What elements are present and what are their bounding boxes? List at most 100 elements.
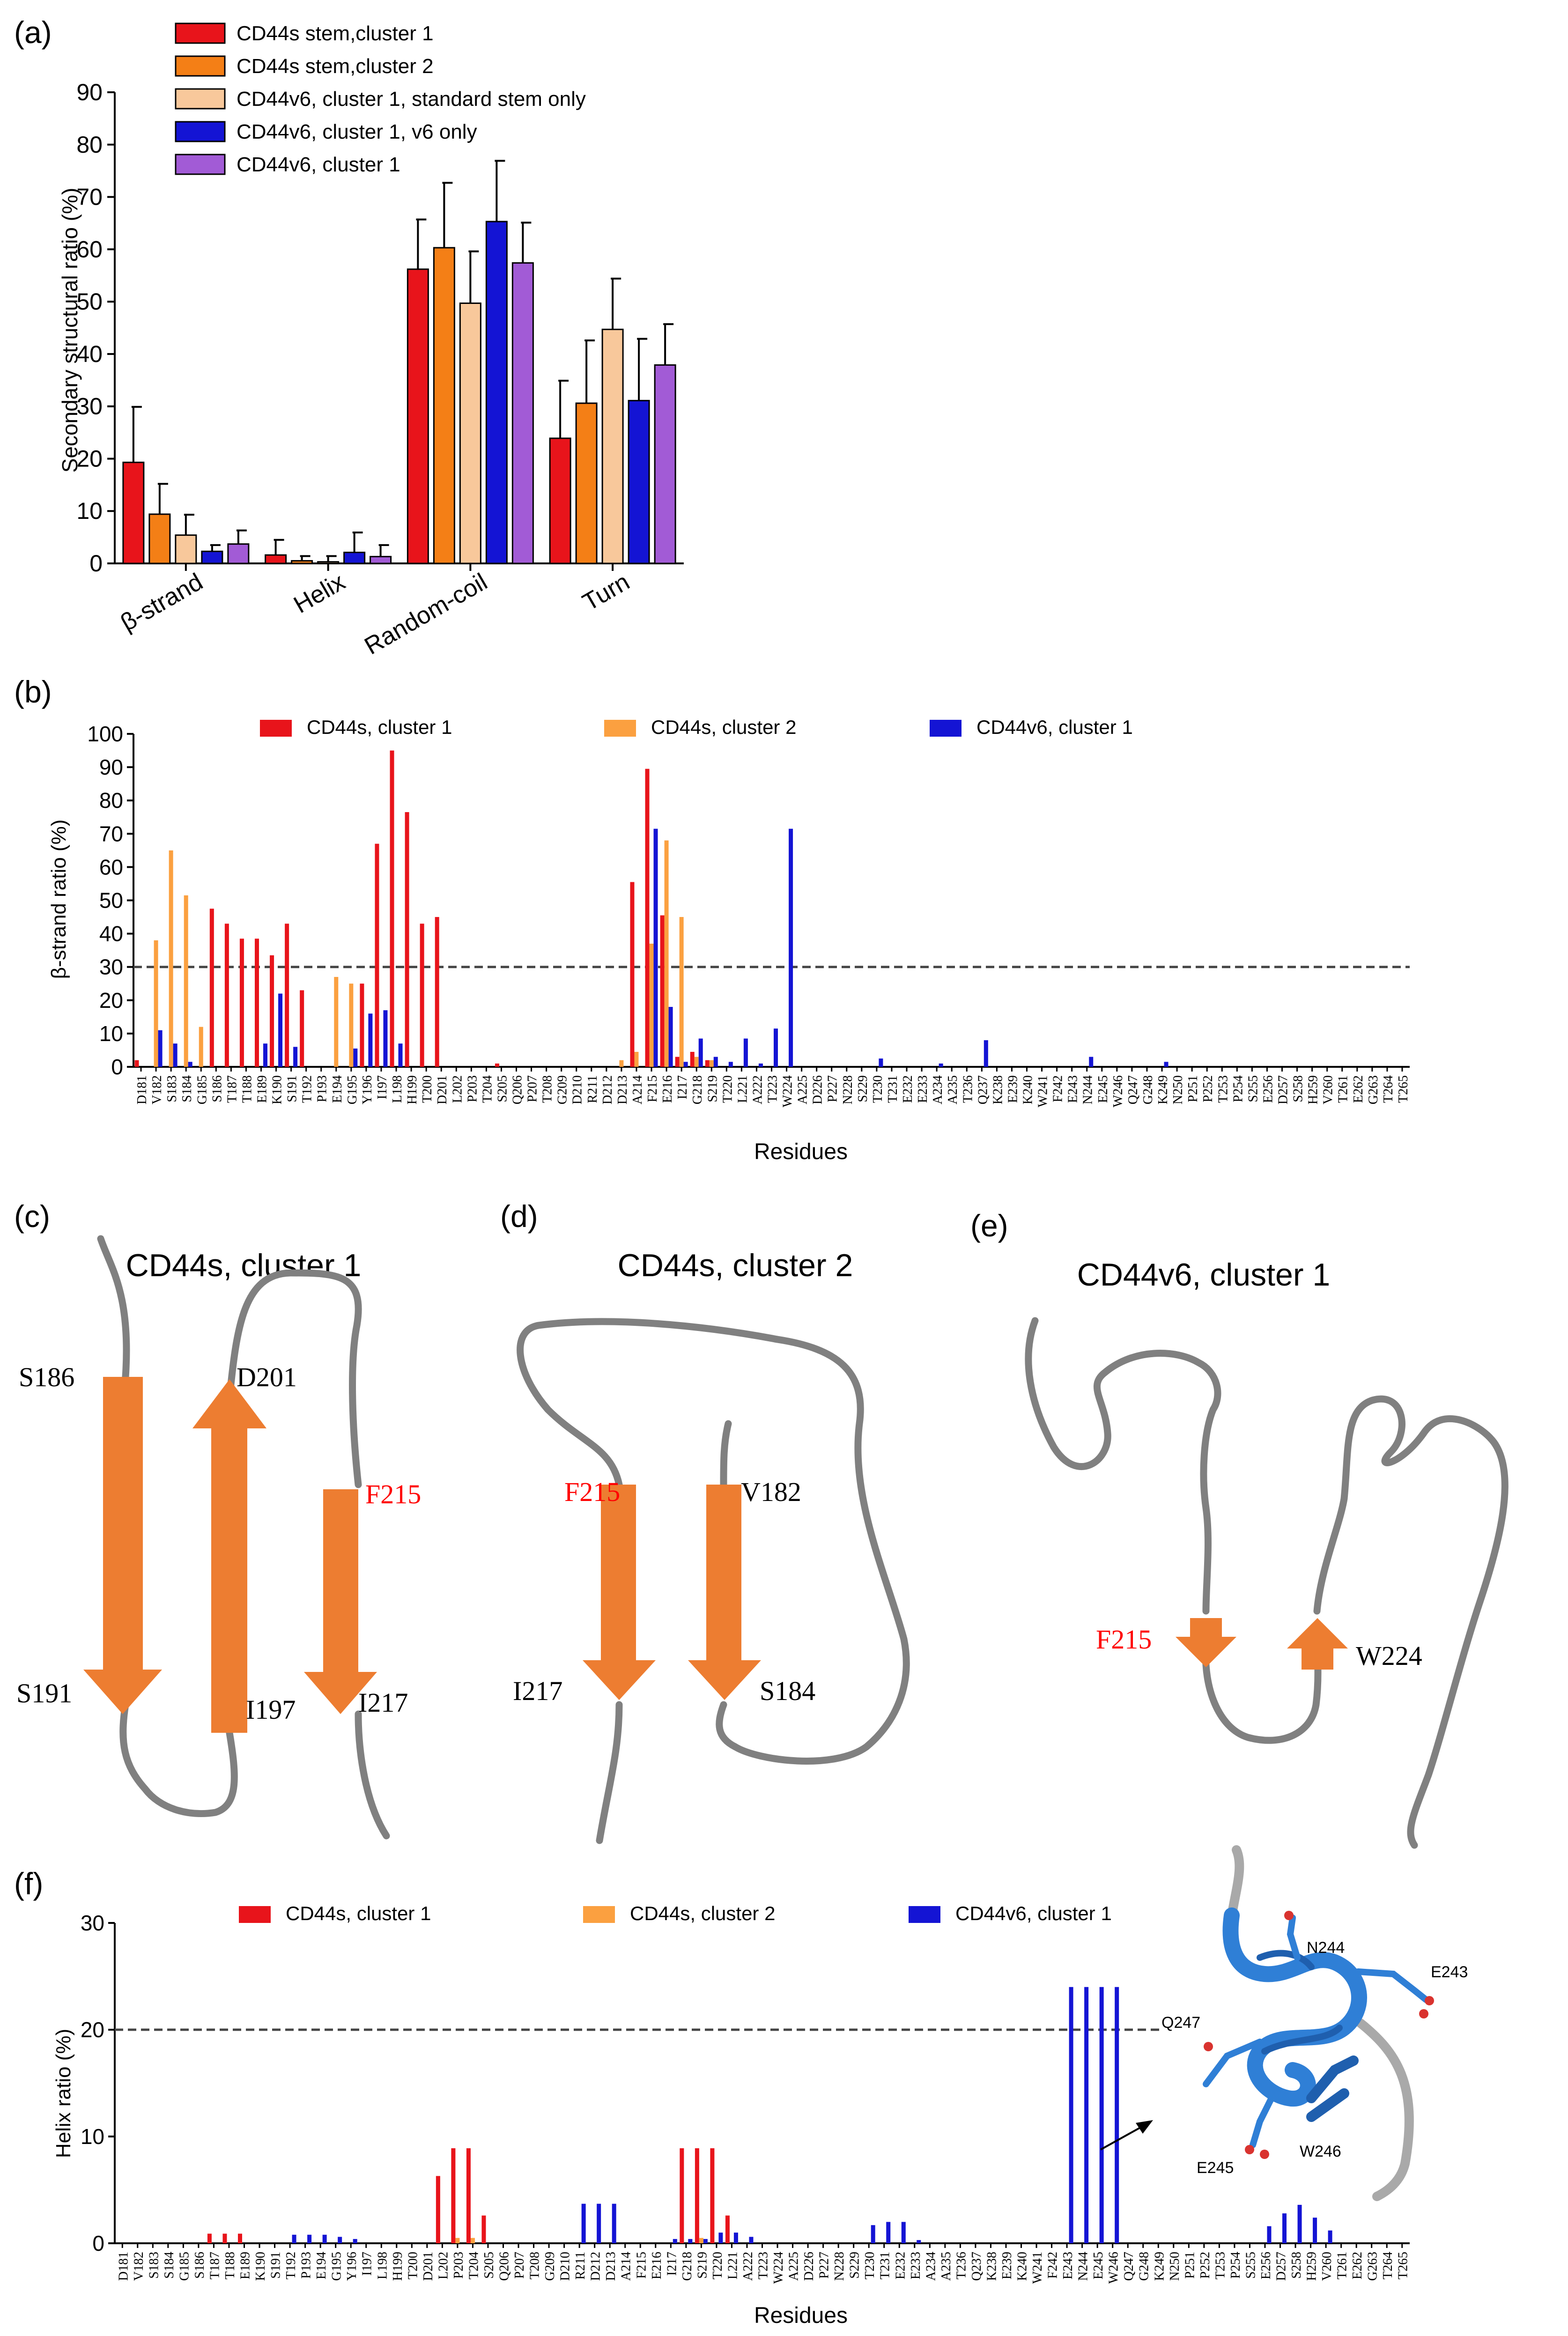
panel-d-label-s184: S184 bbox=[760, 1676, 815, 1706]
x-tick-label-t220: T220 bbox=[720, 1075, 735, 1103]
panel-c-label-s186: S186 bbox=[19, 1362, 74, 1392]
bar-i217-cd44v6-cluster-1 bbox=[673, 2239, 677, 2243]
structure-sidechain-n244 bbox=[1287, 1915, 1301, 1961]
y-tick-label: 50 bbox=[99, 888, 123, 913]
x-tick-label-n228: N228 bbox=[841, 1075, 855, 1104]
x-tick-label-v182: V182 bbox=[150, 1075, 164, 1104]
bar-l221-cd44s-cluster-1 bbox=[725, 2215, 730, 2243]
x-tick-label-d210: D210 bbox=[570, 1075, 585, 1104]
bar-s183-cd44s-cluster-2 bbox=[169, 850, 173, 1067]
bar-s219-cd44v6-cluster-1 bbox=[713, 1057, 718, 1067]
bar-a214-cd44s-cluster-1 bbox=[630, 882, 635, 1067]
bar-t231-cd44v6-cluster-1 bbox=[886, 2222, 891, 2243]
x-tick-label-a235: A235 bbox=[946, 1075, 960, 1104]
bar-k190-cd44v6-cluster-1 bbox=[278, 993, 283, 1067]
x-tick-label-p227: P227 bbox=[817, 2252, 832, 2279]
x-tick-label-t265: T265 bbox=[1396, 1075, 1411, 1103]
x-tick-label-t231: T231 bbox=[878, 2252, 893, 2279]
bar-random-coil-cd44v6-cluster-1-standard-stem-only bbox=[459, 302, 481, 564]
x-tick-label-v182: V182 bbox=[132, 2252, 146, 2281]
x-tick-label-g263: G263 bbox=[1366, 2252, 1380, 2281]
x-tick-label-n244: N244 bbox=[1076, 2252, 1091, 2281]
bar-i197-cd44s-cluster-1 bbox=[375, 843, 379, 1067]
panel-a-bars bbox=[122, 160, 676, 564]
panel-d-label-i217: I217 bbox=[513, 1676, 562, 1706]
structure-oxygen-atom bbox=[1284, 1911, 1294, 1920]
bar-k190-cd44s-cluster-1 bbox=[270, 955, 274, 1067]
x-tick-label-d201: D201 bbox=[435, 1075, 450, 1104]
legend-swatch-cd44s-cluster-2 bbox=[583, 1906, 615, 1923]
x-tick-label-s258: S258 bbox=[1289, 2252, 1304, 2279]
y-tick-label: 20 bbox=[81, 2018, 104, 2042]
x-tick-label-t204: T204 bbox=[466, 2252, 481, 2279]
x-tick-label-p252: P252 bbox=[1201, 1075, 1215, 1102]
x-tick-label-t200: T200 bbox=[406, 2252, 420, 2279]
x-tick-label-t208: T208 bbox=[540, 1075, 555, 1103]
x-tick-label-d226: D226 bbox=[802, 2252, 816, 2281]
y-tick-label: 30 bbox=[76, 393, 103, 420]
structure-oxygen-atom bbox=[1419, 2009, 1428, 2018]
bar-d201-cd44s-cluster-1 bbox=[435, 917, 439, 1067]
bar-d257-cd44v6-cluster-1 bbox=[1282, 2213, 1287, 2243]
panel-c-coil-bottom-right bbox=[355, 1710, 390, 1840]
y-tick-label: 20 bbox=[99, 988, 123, 1013]
bar-e189-cd44v6-cluster-1 bbox=[263, 1043, 267, 1067]
x-tick-label-e245: E245 bbox=[1091, 2252, 1106, 2279]
bar-e216-cd44v6-cluster-1 bbox=[668, 1007, 673, 1067]
panel-b-legend: CD44s, cluster 1 CD44s, cluster 2 CD44v6, … bbox=[260, 716, 1133, 738]
x-tick-label-d213: D213 bbox=[615, 1075, 630, 1104]
bar-helix-cd44s-stem-cluster-2 bbox=[291, 560, 313, 564]
x-tick-label-p254: P254 bbox=[1228, 2252, 1243, 2279]
bar-p203-cd44s-cluster-1 bbox=[451, 2148, 456, 2243]
x-tick-label-t220: T220 bbox=[710, 2252, 725, 2279]
x-tick-label-q206: Q206 bbox=[497, 2252, 512, 2281]
legend-swatch-cd44s-cluster-2 bbox=[604, 720, 636, 737]
bar-p203-cd44s-cluster-2 bbox=[455, 2238, 460, 2243]
panel-c-coil-bottom-left bbox=[119, 1701, 238, 1817]
x-tick-label-t230: T230 bbox=[863, 2252, 877, 2279]
bar-a214-cd44s-cluster-2 bbox=[634, 1052, 639, 1067]
bar-y196-cd44v6-cluster-1 bbox=[353, 2239, 357, 2243]
x-tick-label-k240: K240 bbox=[1015, 2252, 1030, 2281]
legend-label-cd44s-stem-cluster-2: CD44s stem,cluster 2 bbox=[237, 55, 434, 78]
bar-a222-cd44v6-cluster-1 bbox=[758, 1063, 763, 1067]
x-tick-label-t188: T188 bbox=[223, 2252, 237, 2279]
panel-f-helix-structure-inset: N244 E243 Q247 E245 W246 bbox=[1161, 1845, 1468, 2201]
bar-t223-cd44v6-cluster-1 bbox=[774, 1028, 778, 1067]
bar-g195-cd44s-cluster-2 bbox=[349, 983, 354, 1067]
x-tick-label-v260: V260 bbox=[1320, 2252, 1334, 2281]
bar-e245-cd44v6-cluster-1 bbox=[1099, 1987, 1104, 2243]
y-tick-label: 90 bbox=[99, 755, 123, 779]
x-tick-label-f242: F242 bbox=[1046, 2252, 1060, 2279]
x-tick-label-s255: S255 bbox=[1246, 1075, 1260, 1102]
x-tick-label-w241: W241 bbox=[1030, 2252, 1045, 2284]
x-tick-label-e245: E245 bbox=[1096, 1075, 1110, 1103]
x-tick-label-h199: H199 bbox=[405, 1075, 420, 1104]
x-tick-label-p203: P203 bbox=[465, 1075, 480, 1102]
x-tick-label-a234: A234 bbox=[931, 1075, 945, 1104]
bar-strand-cd44v6-cluster-1-v6-only bbox=[201, 550, 223, 564]
bar-s219-cd44s-cluster-1 bbox=[695, 2148, 699, 2243]
bar-e216-cd44s-cluster-1 bbox=[660, 915, 665, 1067]
y-tick-label: 30 bbox=[99, 955, 123, 979]
bar-f215-cd44s-cluster-1 bbox=[645, 769, 650, 1067]
legend-label-cd44s-cluster-2: CD44s, cluster 2 bbox=[630, 1902, 775, 1924]
x-tick-label-n250: N250 bbox=[1168, 2252, 1182, 2281]
y-tick-label: 50 bbox=[76, 288, 103, 315]
x-tick-label-t187: T187 bbox=[225, 1075, 239, 1103]
x-tick-label-s191: S191 bbox=[285, 1075, 300, 1102]
x-tick-label-i197: I197 bbox=[375, 1075, 390, 1099]
x-tick-label-n244: N244 bbox=[1081, 1075, 1095, 1104]
x-tick-label-e256: E256 bbox=[1259, 2252, 1273, 2279]
bar-strand-cd44v6-cluster-1-standard-stem-only bbox=[175, 534, 197, 564]
panel-d-label-v182: V182 bbox=[741, 1477, 801, 1507]
bar-random-coil-cd44s-stem-cluster-2 bbox=[433, 247, 455, 564]
x-tick-label-t236: T236 bbox=[954, 2252, 969, 2279]
bar-turn-cd44s-stem-cluster-1 bbox=[549, 437, 571, 564]
x-tick-label-q237: Q237 bbox=[976, 1075, 990, 1104]
y-tick-label: 70 bbox=[99, 821, 123, 846]
x-tick-label-y196: Y196 bbox=[360, 1075, 375, 1104]
panel-e-strand-arrow-up bbox=[1287, 1618, 1348, 1670]
x-tick-label-d257: D257 bbox=[1274, 2252, 1289, 2281]
